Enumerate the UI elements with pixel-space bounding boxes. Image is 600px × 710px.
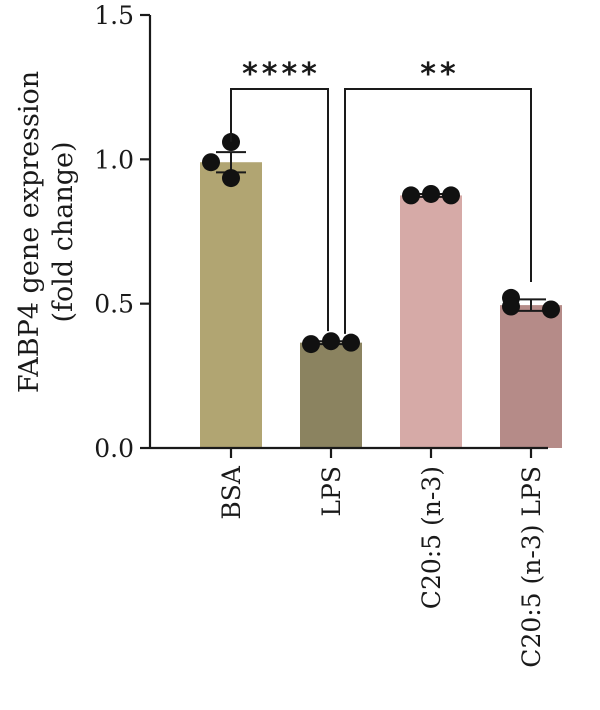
data-point <box>442 186 460 205</box>
data-point <box>202 153 220 172</box>
data-point <box>222 169 240 188</box>
significance-bracket <box>344 88 532 334</box>
x-axis: BSA LPS C20:5 (n-3) C20:5 (n-3) LPS <box>150 446 548 668</box>
x-tick-label: BSA <box>217 465 246 519</box>
data-point <box>402 186 420 205</box>
significance-brackets: **** ** <box>230 57 532 334</box>
bar <box>200 162 262 448</box>
y-axis-label-line-1: FABP4 gene expression <box>14 71 45 393</box>
error-bars <box>216 151 546 346</box>
data-point <box>302 335 320 354</box>
x-tick-label: LPS <box>317 466 346 517</box>
data-point <box>322 332 340 351</box>
y-axis-label-line-2: (fold change) <box>48 141 79 322</box>
data-point <box>222 133 240 152</box>
significance-label: ** <box>420 57 459 92</box>
data-point <box>342 333 360 352</box>
x-tick-label: C20:5 (n-3) <box>417 466 446 609</box>
significance-bracket <box>230 88 329 332</box>
y-tick-label: 0.5 <box>94 290 134 319</box>
data-point <box>422 184 440 203</box>
x-tick-label: C20:5 (n-3) LPS <box>517 466 546 668</box>
data-point <box>502 297 520 316</box>
bar <box>300 342 362 448</box>
y-tick-label: 1.5 <box>94 1 134 30</box>
bar <box>400 195 462 448</box>
bars <box>200 162 562 448</box>
y-tick-label: 1.0 <box>94 145 134 174</box>
y-axis-label: FABP4 gene expression (fold change) <box>14 71 79 393</box>
data-point <box>542 300 560 319</box>
data-points <box>202 133 560 354</box>
significance-label: **** <box>242 57 321 92</box>
y-axis: 0.0 0.5 1.0 1.5 <box>94 1 152 463</box>
y-tick-label: 0.0 <box>94 434 134 463</box>
bar <box>500 305 562 448</box>
